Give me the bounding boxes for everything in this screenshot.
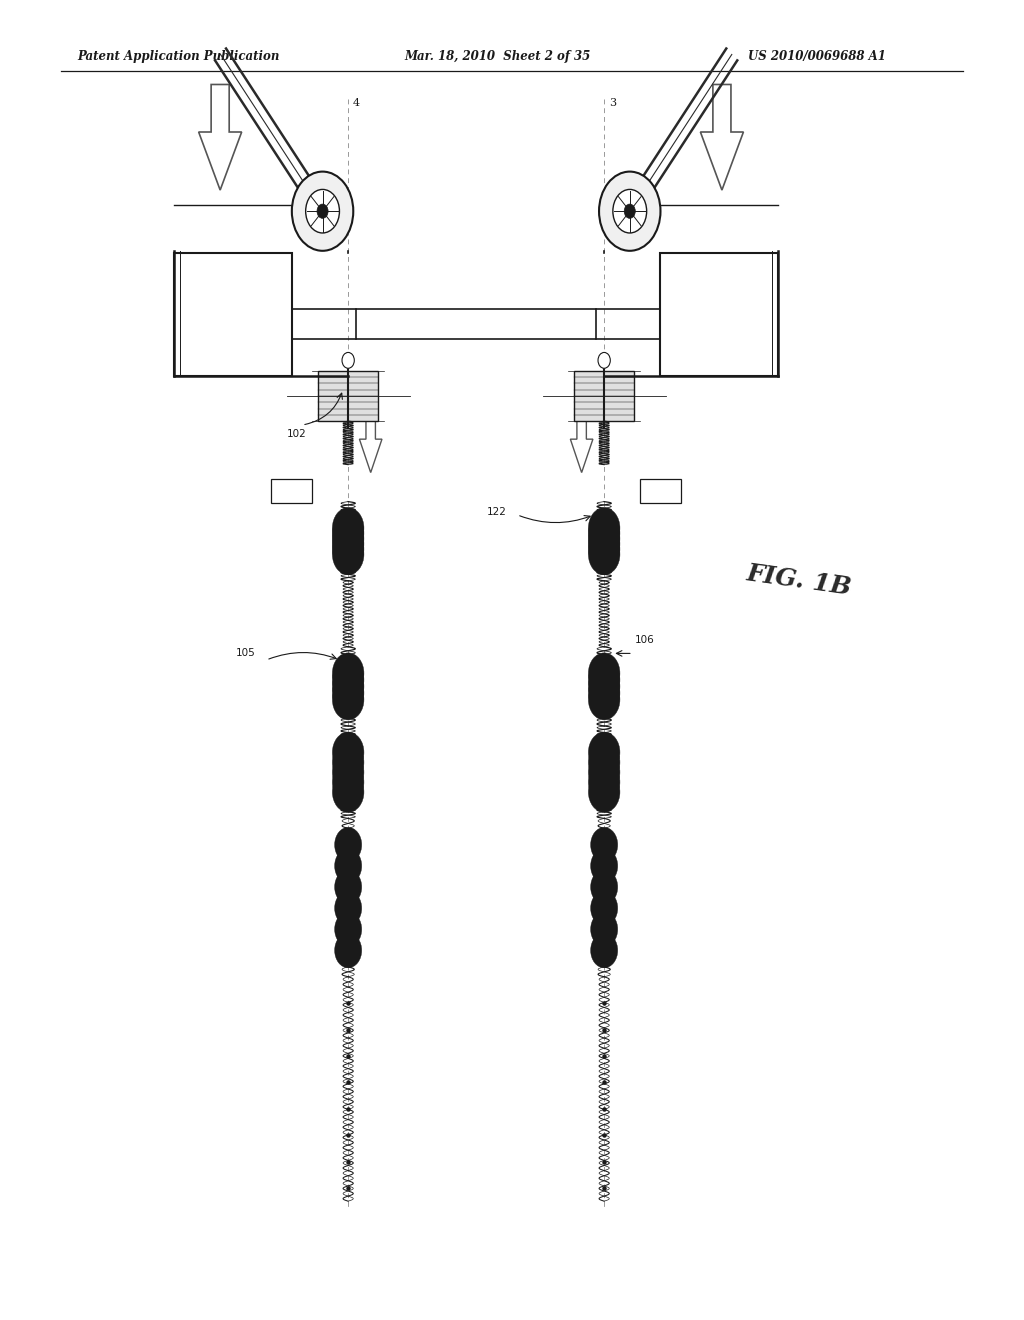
Circle shape xyxy=(589,733,620,772)
Circle shape xyxy=(335,891,361,925)
Circle shape xyxy=(305,190,340,232)
Circle shape xyxy=(589,673,620,713)
Circle shape xyxy=(333,653,364,693)
Circle shape xyxy=(333,660,364,700)
Circle shape xyxy=(342,352,354,368)
Circle shape xyxy=(589,762,620,803)
Circle shape xyxy=(333,508,364,548)
Circle shape xyxy=(589,680,620,719)
Circle shape xyxy=(591,933,617,968)
Bar xyxy=(271,479,312,503)
Circle shape xyxy=(589,742,620,783)
Circle shape xyxy=(589,524,620,564)
Bar xyxy=(174,253,292,376)
Text: Mar. 18, 2010  Sheet 2 of 35: Mar. 18, 2010 Sheet 2 of 35 xyxy=(404,50,591,63)
Circle shape xyxy=(599,172,660,251)
Circle shape xyxy=(335,870,361,904)
Text: 122: 122 xyxy=(487,507,507,517)
Circle shape xyxy=(317,205,328,218)
Circle shape xyxy=(589,653,620,693)
Text: 105: 105 xyxy=(237,648,256,659)
Bar xyxy=(356,309,596,339)
Circle shape xyxy=(589,660,620,700)
Circle shape xyxy=(333,733,364,772)
Circle shape xyxy=(335,849,361,883)
Circle shape xyxy=(598,352,610,368)
Circle shape xyxy=(333,519,364,558)
Circle shape xyxy=(589,513,620,553)
Circle shape xyxy=(591,828,617,862)
Circle shape xyxy=(333,742,364,783)
Circle shape xyxy=(333,513,364,553)
Text: Patent Application Publication: Patent Application Publication xyxy=(77,50,280,63)
Text: FIG. 1B: FIG. 1B xyxy=(744,561,853,601)
Bar xyxy=(640,479,681,503)
Circle shape xyxy=(591,891,617,925)
Circle shape xyxy=(333,673,364,713)
Text: US 2010/0069688 A1: US 2010/0069688 A1 xyxy=(748,50,886,63)
Circle shape xyxy=(589,752,620,792)
Circle shape xyxy=(589,667,620,706)
Circle shape xyxy=(335,912,361,946)
Circle shape xyxy=(333,529,364,569)
Circle shape xyxy=(612,190,647,232)
Circle shape xyxy=(589,519,620,558)
Circle shape xyxy=(589,535,620,574)
Circle shape xyxy=(333,535,364,574)
Bar xyxy=(318,371,378,421)
Bar xyxy=(660,253,778,376)
Text: 102: 102 xyxy=(287,429,306,440)
Circle shape xyxy=(333,752,364,792)
Circle shape xyxy=(591,849,617,883)
Circle shape xyxy=(591,912,617,946)
Circle shape xyxy=(625,205,635,218)
Circle shape xyxy=(333,667,364,706)
Bar xyxy=(574,371,634,421)
Circle shape xyxy=(589,508,620,548)
Circle shape xyxy=(333,772,364,812)
Circle shape xyxy=(589,529,620,569)
Text: 106: 106 xyxy=(635,635,654,645)
Circle shape xyxy=(335,828,361,862)
Text: 4: 4 xyxy=(353,98,359,108)
Circle shape xyxy=(591,870,617,904)
Text: 3: 3 xyxy=(609,98,615,108)
Circle shape xyxy=(292,172,353,251)
Circle shape xyxy=(333,524,364,564)
Circle shape xyxy=(333,680,364,719)
Circle shape xyxy=(589,772,620,812)
Circle shape xyxy=(335,933,361,968)
Circle shape xyxy=(333,762,364,803)
